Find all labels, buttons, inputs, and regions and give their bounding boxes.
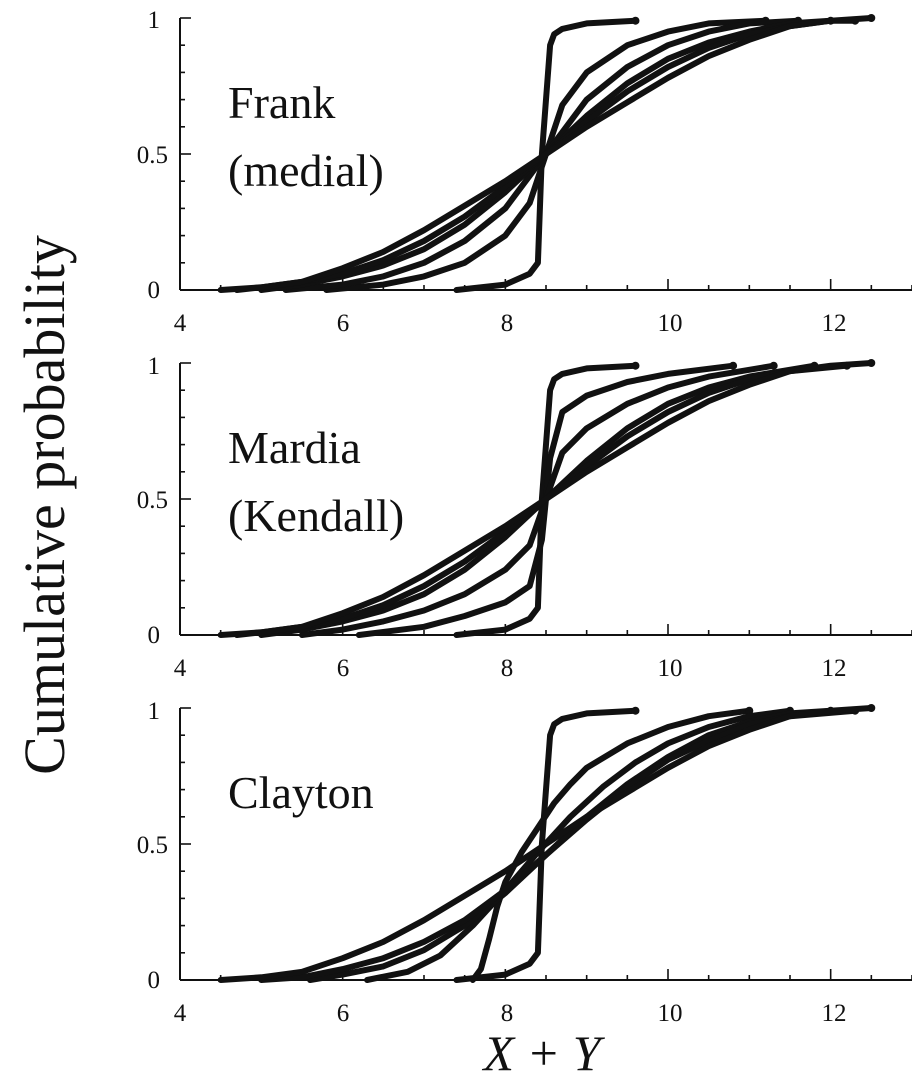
y-tick-label: 1 [148,698,161,725]
series-line-6 [217,705,875,983]
series-end-point-1 [631,16,640,25]
series-line-1 [453,17,639,293]
series-line-6 [217,360,875,638]
series-end-point-3 [769,361,778,370]
series-group [217,14,876,293]
x-tick-label: 4 [174,655,187,682]
x-tick-label: 12 [822,1000,847,1027]
panel-label-mardia-line-1: Mardia [228,422,361,473]
y-tick-labels: 0 0.5 1 [137,698,168,994]
series-end-point-2 [729,361,738,370]
y-tick-label: 0.5 [137,487,168,514]
x-tick-label: 4 [174,310,187,337]
x-tick-label: 10 [658,310,683,337]
panel-mardia: Mardia (Kendall) 0 0.5 1 4 6 8 10 12 [137,353,912,682]
y-tick-label: 0 [148,967,161,994]
x-tick-label: 8 [501,1000,514,1027]
x-tick-labels: 4 6 8 10 12 [174,310,847,337]
x-tick-label: 8 [501,310,514,337]
x-tick-label: 6 [337,1000,350,1027]
y-tick-label: 1 [148,7,161,34]
x-tick-labels: 4 6 8 10 12 [174,1000,847,1027]
x-tick-label: 10 [658,655,683,682]
y-axis-label: Cumulative probability [12,235,77,775]
series-line-3 [299,362,777,638]
x-tick-labels: 4 6 8 10 12 [174,655,847,682]
y-tick-label: 0.5 [137,142,168,169]
y-tick-labels: 0 0.5 1 [137,353,168,649]
y-tick-label: 0.5 [137,832,168,859]
panel-clayton: Clayton 0 0.5 1 4 6 8 10 12 [137,698,912,1027]
panel-label-mardia-line-2: (Kendall) [228,490,404,541]
panel-label-frank-line-1: Frank [228,77,335,128]
x-tick-label: 6 [337,310,350,337]
x-tick-label: 10 [658,1000,683,1027]
panel-label-frank-line-2: (medial) [228,145,384,196]
series-line-3 [364,707,793,983]
series-line-2 [469,707,753,983]
y-tick-label: 1 [148,353,161,380]
x-tick-label: 12 [822,655,847,682]
x-tick-label: 12 [822,310,847,337]
series-line-1 [453,707,639,983]
panel-label-clayton: Clayton [228,767,374,818]
x-tick-label: 6 [337,655,350,682]
series-end-point-2 [745,706,754,715]
x-tick-label: 8 [501,655,514,682]
series-line-1 [453,362,639,638]
series-end-point-6 [867,14,876,22]
series-group [217,704,876,983]
series-end-point-6 [867,704,876,712]
series-end-point-6 [867,359,876,367]
series-group [217,359,876,638]
series-line-6 [217,15,875,293]
series-end-point-1 [631,706,640,715]
x-axis-label: X + Y [481,1025,605,1081]
y-tick-label: 0 [148,622,161,649]
series-line-5 [258,707,859,983]
x-tick-label: 4 [174,1000,187,1027]
y-tick-labels: 0 0.5 1 [137,7,168,304]
series-end-point-1 [631,361,640,370]
y-tick-label: 0 [148,277,161,304]
panel-frank: Frank (medial) 0 0.5 1 4 6 8 10 12 [137,7,912,337]
